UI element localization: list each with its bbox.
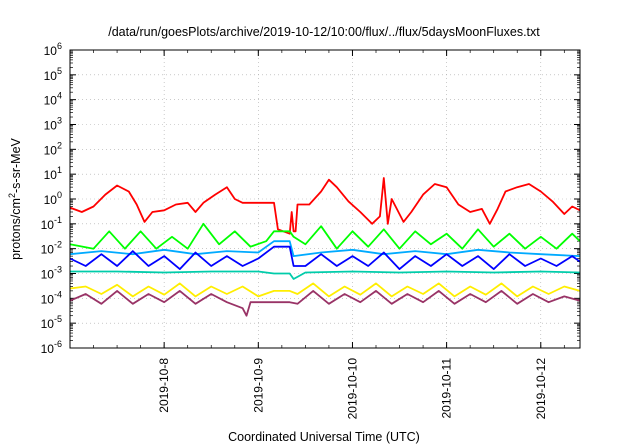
y-tick-label: 10-6 bbox=[41, 339, 62, 356]
y-tick-base: 10 bbox=[41, 317, 55, 331]
plot-frame bbox=[69, 49, 581, 349]
y-tick-label: 101 bbox=[44, 165, 62, 182]
series-line-1 bbox=[69, 177, 581, 235]
series-line-2 bbox=[69, 222, 581, 250]
y-tick-exp: 2 bbox=[57, 140, 62, 150]
y-tick-label: 102 bbox=[44, 140, 62, 157]
series-line-5 bbox=[70, 270, 581, 280]
chart-title: /data/run/goesPlots/archive/2019-10-12/1… bbox=[108, 25, 540, 39]
y-tick-exp: -5 bbox=[54, 314, 62, 324]
y-tick-base: 10 bbox=[44, 44, 58, 58]
series-line-4 bbox=[69, 245, 581, 270]
y-tick-base: 10 bbox=[44, 119, 58, 133]
grid bbox=[70, 50, 580, 348]
x-tick-label: 2019-10-8 bbox=[157, 358, 171, 413]
y-tick-base: 10 bbox=[44, 69, 58, 83]
x-tick-label: 2019-10-10 bbox=[345, 358, 359, 420]
y-ticks: 10-610-510-410-310-210-11001011021031041… bbox=[41, 41, 580, 356]
y-tick-label: 10-2 bbox=[41, 240, 62, 257]
y-tick-exp: -2 bbox=[54, 240, 62, 250]
y-tick-exp: 3 bbox=[57, 116, 62, 126]
y-axis-label-sup: 2 bbox=[7, 193, 17, 198]
y-tick-label: 106 bbox=[44, 41, 62, 58]
y-tick-exp: -1 bbox=[54, 215, 62, 225]
y-axis-label-main: protons/cm bbox=[9, 198, 23, 260]
y-tick-label: 105 bbox=[44, 66, 62, 83]
y-axis-label-rest: -s-sr-MeV bbox=[9, 137, 23, 193]
y-tick-base: 10 bbox=[44, 193, 58, 207]
y-tick-base: 10 bbox=[44, 143, 58, 157]
series-line-6 bbox=[69, 282, 581, 298]
y-tick-exp: 5 bbox=[57, 66, 62, 76]
y-tick-exp: 0 bbox=[57, 190, 62, 200]
y-tick-base: 10 bbox=[44, 168, 58, 182]
data-series bbox=[69, 177, 581, 317]
y-tick-exp: -3 bbox=[54, 265, 62, 275]
y-tick-exp: -4 bbox=[54, 289, 62, 299]
series-line-7 bbox=[69, 290, 581, 317]
y-tick-base: 10 bbox=[41, 243, 55, 257]
y-tick-label: 10-3 bbox=[41, 265, 62, 282]
x-tick-label: 2019-10-11 bbox=[440, 358, 454, 419]
y-tick-exp: 4 bbox=[57, 91, 62, 101]
y-tick-exp: -6 bbox=[54, 339, 62, 349]
y-tick-base: 10 bbox=[41, 268, 55, 282]
y-tick-base: 10 bbox=[44, 94, 58, 108]
series-line-3 bbox=[69, 240, 581, 257]
y-tick-exp: 6 bbox=[57, 41, 62, 51]
y-axis-label: protons/cm2-s-sr-MeV bbox=[7, 137, 23, 259]
y-tick-exp: 1 bbox=[57, 165, 62, 175]
y-tick-label: 103 bbox=[44, 116, 62, 133]
y-tick-label: 100 bbox=[44, 190, 62, 207]
y-tick-label: 104 bbox=[44, 91, 62, 108]
y-tick-label: 10-5 bbox=[41, 314, 62, 331]
y-tick-label: 10-1 bbox=[41, 215, 62, 232]
x-tick-label: 2019-10-12 bbox=[534, 358, 548, 420]
y-tick-base: 10 bbox=[41, 292, 55, 306]
x-tick-label: 2019-10-9 bbox=[251, 358, 265, 413]
x-axis-label: Coordinated Universal Time (UTC) bbox=[228, 430, 420, 444]
y-tick-base: 10 bbox=[41, 342, 55, 356]
y-tick-base: 10 bbox=[41, 218, 55, 232]
y-tick-label: 10-4 bbox=[41, 289, 62, 306]
